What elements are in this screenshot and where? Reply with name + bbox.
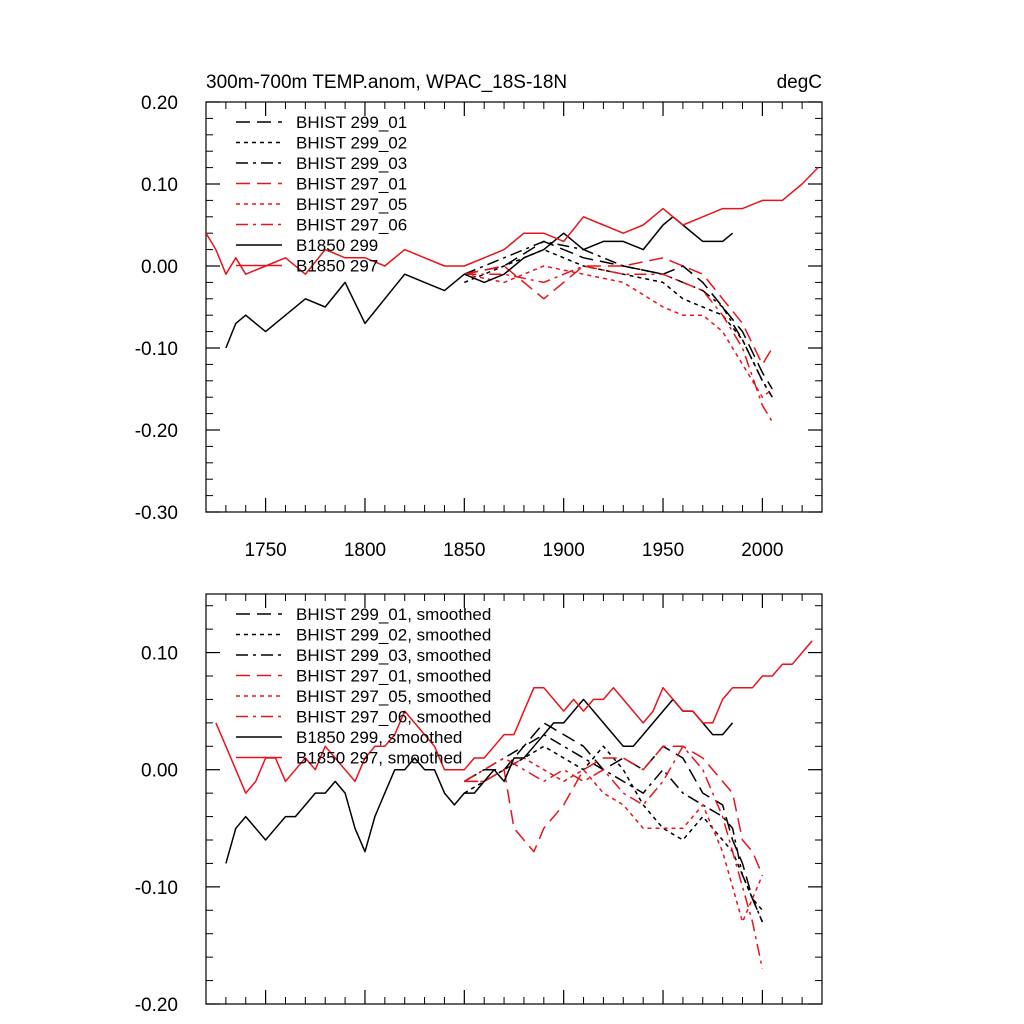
x-tick-label: 1850: [443, 540, 485, 561]
x-tick-label: 1750: [244, 540, 286, 561]
series-line: [464, 265, 773, 398]
legend-label: B1850 299: [296, 236, 378, 255]
legend-label: BHIST 299_01: [296, 113, 407, 132]
y-tick-label: -0.10: [135, 878, 178, 899]
series-line: [464, 745, 764, 876]
series-line: [464, 240, 773, 390]
legend-label: BHIST 297_05: [296, 195, 407, 214]
series-line: [464, 265, 773, 423]
y-tick-label: -0.10: [135, 339, 178, 360]
series-line: [464, 240, 773, 398]
legend-label: BHIST 299_02: [296, 134, 407, 153]
x-tick-label: 1900: [543, 540, 585, 561]
y-tick-label: -0.20: [135, 421, 178, 442]
chart-title: 300m-700m TEMP.anom, WPAC_18S-18N: [206, 72, 567, 93]
y-tick-label: 0.10: [141, 644, 178, 665]
series-line: [215, 640, 813, 794]
legend-label: BHIST 297_05, smoothed: [296, 687, 491, 706]
series-line: [463, 745, 764, 970]
y-tick-label: 0.00: [141, 761, 178, 782]
bottom-panel: -0.20 -0.10 0.00 0.10 BHIST 299_01, smoothed…: [135, 593, 823, 1016]
series-line: [463, 733, 764, 923]
series-line: [464, 757, 764, 923]
legend-label: BHIST 297_01, smoothed: [296, 667, 491, 686]
y-tick-label: -0.30: [135, 503, 178, 524]
x-tick-label: 1800: [344, 540, 386, 561]
x-tick-label: 1950: [642, 540, 684, 561]
legend-label: B1850 299, smoothed: [296, 728, 462, 747]
top-panel: 1750 1800 1850 1900 1950 2000 -0.30 -0.20 -0.10 0…: [135, 93, 823, 561]
legend-label: B1850 297, smoothed: [296, 749, 462, 768]
x-tick-label: 2000: [741, 540, 783, 561]
series-group: [215, 640, 813, 970]
series-line: [463, 722, 764, 923]
plot-frame: [205, 593, 823, 1005]
legend-label: BHIST 299_03: [296, 154, 407, 173]
series-line: [464, 257, 773, 366]
legend-label: B1850 297: [296, 257, 378, 276]
y-tick-label: -0.20: [135, 995, 178, 1016]
series-line: [225, 698, 734, 864]
units-label: degC: [777, 72, 822, 93]
y-tick-label: 0.00: [141, 257, 178, 278]
legend-label: BHIST 297_06: [296, 216, 407, 235]
series-group: [206, 167, 819, 423]
series-line: [206, 167, 819, 275]
legend-label: BHIST 299_03, smoothed: [296, 646, 491, 665]
y-tick-label: 0.10: [141, 175, 178, 196]
plot-frame: [205, 101, 823, 513]
y-tick-label: 0.20: [141, 93, 178, 114]
series-line: [225, 216, 734, 349]
series-line: [463, 745, 763, 911]
legend-label: BHIST 297_01: [296, 175, 407, 194]
legend-label: BHIST 299_02, smoothed: [296, 626, 491, 645]
legend-label: BHIST 299_01, smoothed: [296, 605, 491, 624]
legend-label: BHIST 297_06, smoothed: [296, 708, 491, 727]
